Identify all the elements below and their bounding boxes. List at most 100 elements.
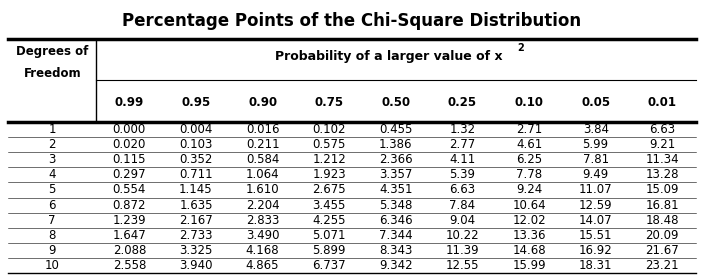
Text: 0.95: 0.95 [182, 96, 210, 109]
Text: 0.016: 0.016 [246, 123, 279, 136]
Text: 5.348: 5.348 [379, 199, 413, 211]
Text: 8: 8 [49, 229, 56, 242]
Text: 1.923: 1.923 [313, 168, 346, 181]
Text: Freedom: Freedom [23, 67, 81, 80]
Text: 14.07: 14.07 [579, 214, 612, 227]
Text: Degrees of: Degrees of [16, 45, 89, 57]
Text: 6.737: 6.737 [313, 259, 346, 272]
Text: 13.28: 13.28 [646, 168, 679, 181]
Text: 2.77: 2.77 [449, 138, 476, 151]
Text: 1.635: 1.635 [180, 199, 213, 211]
Text: 4.11: 4.11 [449, 153, 476, 166]
Text: 23.21: 23.21 [646, 259, 679, 272]
Text: 3.490: 3.490 [246, 229, 279, 242]
Text: 4: 4 [49, 168, 56, 181]
Text: 4.61: 4.61 [516, 138, 542, 151]
Text: 5.071: 5.071 [313, 229, 346, 242]
Text: 12.02: 12.02 [513, 214, 546, 227]
Text: 2.088: 2.088 [113, 244, 146, 257]
Text: 0.455: 0.455 [379, 123, 413, 136]
Text: 1.32: 1.32 [449, 123, 475, 136]
Text: 9: 9 [49, 244, 56, 257]
Text: 5.39: 5.39 [449, 168, 475, 181]
Text: 0.297: 0.297 [113, 168, 146, 181]
Text: 18.48: 18.48 [646, 214, 679, 227]
Text: 6.63: 6.63 [649, 123, 675, 136]
Text: 9.24: 9.24 [516, 183, 542, 196]
Text: 10.64: 10.64 [513, 199, 546, 211]
Text: 0.211: 0.211 [246, 138, 279, 151]
Text: 11.07: 11.07 [579, 183, 612, 196]
Text: 15.09: 15.09 [646, 183, 679, 196]
Text: 1: 1 [49, 123, 56, 136]
Text: 2.675: 2.675 [313, 183, 346, 196]
Text: 0.50: 0.50 [382, 96, 410, 109]
Text: 2.558: 2.558 [113, 259, 146, 272]
Text: 6.346: 6.346 [379, 214, 413, 227]
Text: 9.04: 9.04 [449, 214, 475, 227]
Text: 1.610: 1.610 [246, 183, 279, 196]
Text: 16.81: 16.81 [646, 199, 679, 211]
Text: 0.75: 0.75 [315, 96, 344, 109]
Text: 4.255: 4.255 [313, 214, 346, 227]
Text: 7.78: 7.78 [516, 168, 542, 181]
Text: 1.386: 1.386 [379, 138, 413, 151]
Text: 3.357: 3.357 [379, 168, 413, 181]
Text: 3.455: 3.455 [313, 199, 346, 211]
Text: 11.34: 11.34 [646, 153, 679, 166]
Text: 0.000: 0.000 [113, 123, 146, 136]
Text: 0.10: 0.10 [515, 96, 543, 109]
Text: 6.63: 6.63 [449, 183, 475, 196]
Text: 2: 2 [517, 42, 524, 52]
Text: 6.25: 6.25 [516, 153, 542, 166]
Text: 1.212: 1.212 [313, 153, 346, 166]
Text: 2: 2 [49, 138, 56, 151]
Text: 0.554: 0.554 [113, 183, 146, 196]
Text: 2.366: 2.366 [379, 153, 413, 166]
Text: 1.647: 1.647 [113, 229, 146, 242]
Text: 7.81: 7.81 [583, 153, 609, 166]
Text: Probability of a larger value of x: Probability of a larger value of x [275, 50, 503, 63]
Text: 21.67: 21.67 [646, 244, 679, 257]
Text: 1.064: 1.064 [246, 168, 279, 181]
Text: 1.145: 1.145 [179, 183, 213, 196]
Text: 0.25: 0.25 [448, 96, 477, 109]
Text: 14.68: 14.68 [513, 244, 546, 257]
Text: 0.575: 0.575 [313, 138, 346, 151]
Text: 2.833: 2.833 [246, 214, 279, 227]
Text: 9.49: 9.49 [582, 168, 609, 181]
Text: 16.92: 16.92 [579, 244, 612, 257]
Text: 2.733: 2.733 [180, 229, 213, 242]
Text: 7.84: 7.84 [449, 199, 475, 211]
Text: 0.103: 0.103 [180, 138, 213, 151]
Text: 0.102: 0.102 [313, 123, 346, 136]
Text: 5.99: 5.99 [583, 138, 609, 151]
Text: 0.90: 0.90 [248, 96, 277, 109]
Text: 3: 3 [49, 153, 56, 166]
Text: 0.99: 0.99 [115, 96, 144, 109]
Text: 0.584: 0.584 [246, 153, 279, 166]
Text: 0.020: 0.020 [113, 138, 146, 151]
Text: 3.940: 3.940 [180, 259, 213, 272]
Text: 20.09: 20.09 [646, 229, 679, 242]
Text: 12.59: 12.59 [579, 199, 612, 211]
Text: 15.99: 15.99 [513, 259, 546, 272]
Text: 1.239: 1.239 [113, 214, 146, 227]
Text: 9.21: 9.21 [649, 138, 675, 151]
Text: 0.872: 0.872 [113, 199, 146, 211]
Text: 0.05: 0.05 [581, 96, 610, 109]
Text: 2.71: 2.71 [516, 123, 542, 136]
Text: 6: 6 [49, 199, 56, 211]
Text: 8.343: 8.343 [379, 244, 413, 257]
Text: 7: 7 [49, 214, 56, 227]
Text: 0.711: 0.711 [179, 168, 213, 181]
Text: 0.115: 0.115 [113, 153, 146, 166]
Text: 5.899: 5.899 [313, 244, 346, 257]
Text: 13.36: 13.36 [513, 229, 546, 242]
Text: 7.344: 7.344 [379, 229, 413, 242]
Text: 11.39: 11.39 [446, 244, 479, 257]
Text: 0.352: 0.352 [180, 153, 213, 166]
Text: 0.004: 0.004 [180, 123, 213, 136]
Text: 2.167: 2.167 [179, 214, 213, 227]
Text: 3.325: 3.325 [180, 244, 213, 257]
